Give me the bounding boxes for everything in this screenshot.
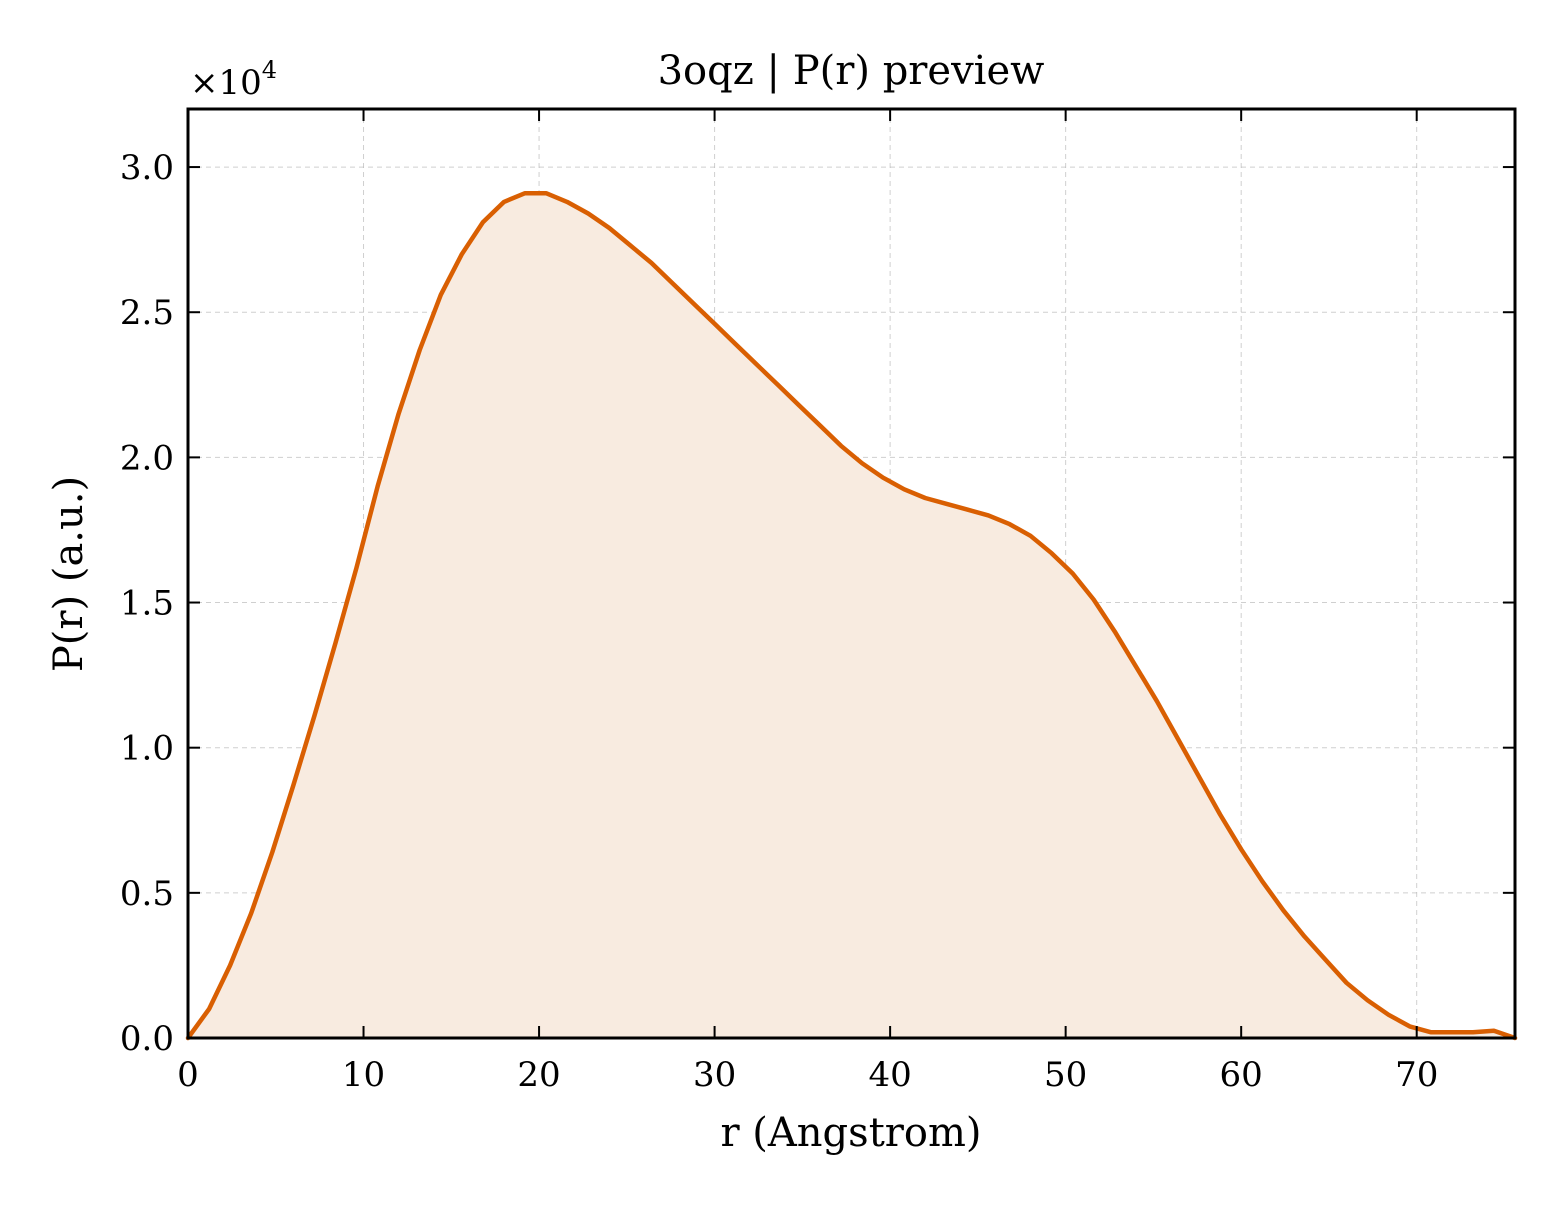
x-tick-label: 60 bbox=[1220, 1055, 1263, 1095]
x-tick-label: 30 bbox=[693, 1055, 736, 1095]
x-tick-label: 40 bbox=[868, 1055, 911, 1095]
x-tick-label: 10 bbox=[342, 1055, 385, 1095]
area-fill bbox=[188, 193, 1515, 1038]
x-tick-label: 50 bbox=[1044, 1055, 1087, 1095]
y-tick-label: 3.0 bbox=[120, 148, 174, 188]
offset-text: ×10 bbox=[190, 63, 262, 103]
ticks: 0 10 20 30 40 50 60 70 0.0 0.5 1.0 1.5 2.0 2.5 3.0 bbox=[120, 109, 1515, 1095]
y-offset-label: ×104 bbox=[190, 56, 277, 103]
series-line bbox=[185, 190, 1518, 1041]
x-axis-label: r (Angstrom) bbox=[720, 1110, 981, 1156]
y-tick-label: 0.0 bbox=[120, 1019, 174, 1059]
offset-exponent: 4 bbox=[262, 56, 277, 84]
y-tick-label: 1.5 bbox=[120, 584, 174, 624]
y-tick-label: 2.5 bbox=[120, 293, 174, 333]
x-tick-label: 0 bbox=[177, 1055, 199, 1095]
y-tick-label: 0.5 bbox=[120, 874, 174, 914]
chart-title: 3oqz | P(r) preview bbox=[658, 48, 1045, 94]
y-tick-label: 1.0 bbox=[120, 729, 174, 769]
plot-frame bbox=[186, 107, 1517, 1040]
y-tick-label: 2.0 bbox=[120, 438, 174, 478]
y-axis-label: P(r) (a.u.) bbox=[46, 476, 92, 672]
svg-text:×104: ×104 bbox=[190, 56, 277, 103]
x-tick-label: 70 bbox=[1395, 1055, 1438, 1095]
x-tick-label: 20 bbox=[517, 1055, 560, 1095]
